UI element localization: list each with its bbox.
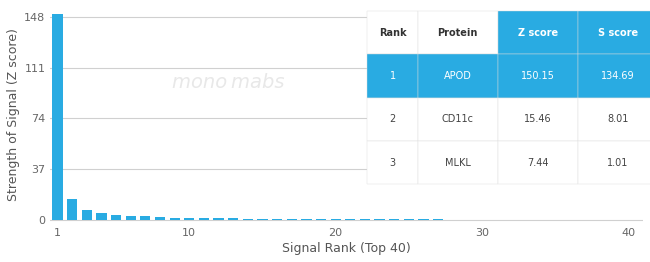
Bar xyxy=(287,219,297,220)
Text: 8.01: 8.01 xyxy=(607,114,629,124)
Text: 3: 3 xyxy=(389,157,396,167)
Bar xyxy=(96,213,107,220)
Text: CD11c: CD11c xyxy=(442,114,474,124)
Text: 7.44: 7.44 xyxy=(527,157,549,167)
Bar xyxy=(53,14,62,220)
Text: 15.46: 15.46 xyxy=(524,114,552,124)
Bar xyxy=(360,219,370,220)
Text: Z score: Z score xyxy=(518,28,558,38)
Text: 1.01: 1.01 xyxy=(607,157,629,167)
Text: mono mabs: mono mabs xyxy=(172,73,284,92)
Bar xyxy=(170,217,180,220)
Bar xyxy=(155,217,165,220)
Bar xyxy=(242,219,253,220)
Bar xyxy=(228,219,239,220)
Bar xyxy=(272,219,282,220)
Text: 134.69: 134.69 xyxy=(601,71,634,81)
Bar xyxy=(316,219,326,220)
Bar xyxy=(199,218,209,220)
Text: Protein: Protein xyxy=(437,28,478,38)
Bar xyxy=(82,210,92,220)
Text: MLKL: MLKL xyxy=(445,157,471,167)
Text: 1: 1 xyxy=(389,71,396,81)
Bar xyxy=(301,219,311,220)
Bar xyxy=(345,219,356,220)
Text: S score: S score xyxy=(598,28,638,38)
Bar xyxy=(257,219,268,220)
Bar xyxy=(389,219,399,220)
X-axis label: Signal Rank (Top 40): Signal Rank (Top 40) xyxy=(282,242,411,255)
Y-axis label: Strength of Signal (Z score): Strength of Signal (Z score) xyxy=(7,29,20,201)
Text: 150.15: 150.15 xyxy=(521,71,554,81)
Bar xyxy=(213,218,224,220)
Bar xyxy=(374,219,385,220)
Text: APOD: APOD xyxy=(444,71,472,81)
Bar xyxy=(404,219,414,220)
Bar xyxy=(111,215,121,220)
Bar xyxy=(67,199,77,220)
Bar xyxy=(331,219,341,220)
Bar xyxy=(125,216,136,220)
Bar xyxy=(184,218,194,220)
Text: 2: 2 xyxy=(389,114,396,124)
Text: Rank: Rank xyxy=(379,28,406,38)
Bar xyxy=(140,216,151,220)
